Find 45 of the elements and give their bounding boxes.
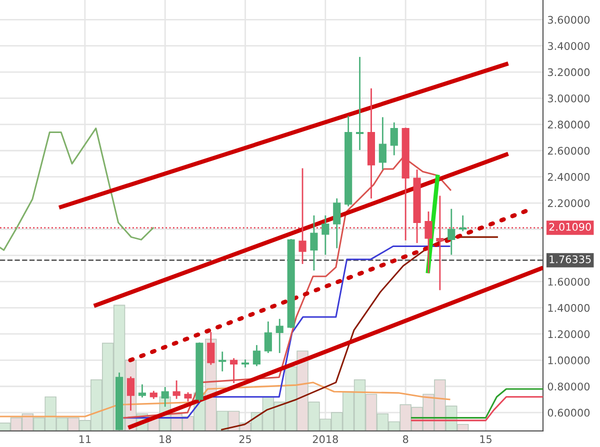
candlestick (459, 215, 467, 232)
candlestick (172, 380, 180, 399)
line-series (0, 382, 450, 418)
y-tick-label: 3.60000 (548, 16, 590, 24)
line-series (0, 128, 154, 251)
candlestick (310, 215, 318, 271)
line-series (123, 156, 452, 419)
y-tick-label: 0.80000 (548, 382, 590, 390)
candlestick (448, 208, 456, 255)
y-tick-label: 2.60000 (548, 146, 590, 155)
candlestick (230, 358, 238, 384)
x-tick-label: 18 (160, 435, 172, 444)
y-tick-label: 1.60000 (548, 278, 590, 286)
candlestick (390, 122, 398, 156)
x-tick-label: 8 (402, 435, 408, 444)
y-tick-label: 1.00000 (548, 356, 590, 364)
y-tick-label: 2.80000 (548, 120, 590, 129)
candlestick (161, 386, 169, 407)
candlestick (138, 384, 146, 398)
y-tick-label: 2.20000 (548, 199, 590, 208)
y-tick-label: 0.60000 (548, 408, 590, 417)
candlestick (356, 56, 364, 150)
x-tick-label: 11 (79, 435, 91, 443)
ref-line-label: 1.76335 (550, 255, 591, 264)
candlestick (298, 168, 306, 264)
candlestick (322, 215, 330, 255)
y-tick-label: 2.40000 (548, 173, 590, 181)
candlestick (252, 345, 260, 366)
candlestick (333, 198, 341, 248)
y-tick-label: 3.40000 (548, 42, 590, 50)
y-tick-label: 1.20000 (548, 330, 590, 338)
x-tick-label: 25 (239, 435, 251, 444)
candlestick (378, 117, 386, 170)
y-tick-label: 3.00000 (548, 94, 590, 102)
x-tick-label: 15 (480, 435, 492, 444)
candlestick (276, 318, 284, 354)
y-tick-label: 1.40000 (548, 304, 590, 312)
y-tick-label: 3.20000 (548, 68, 590, 76)
candlestick (207, 332, 215, 365)
candlestick (218, 352, 226, 372)
candlestick (264, 322, 272, 354)
candlestick (241, 359, 250, 368)
candlestick (126, 376, 135, 411)
ref-line-label: 2.01090 (549, 222, 591, 231)
x-tick-label: 2018 (312, 435, 338, 444)
